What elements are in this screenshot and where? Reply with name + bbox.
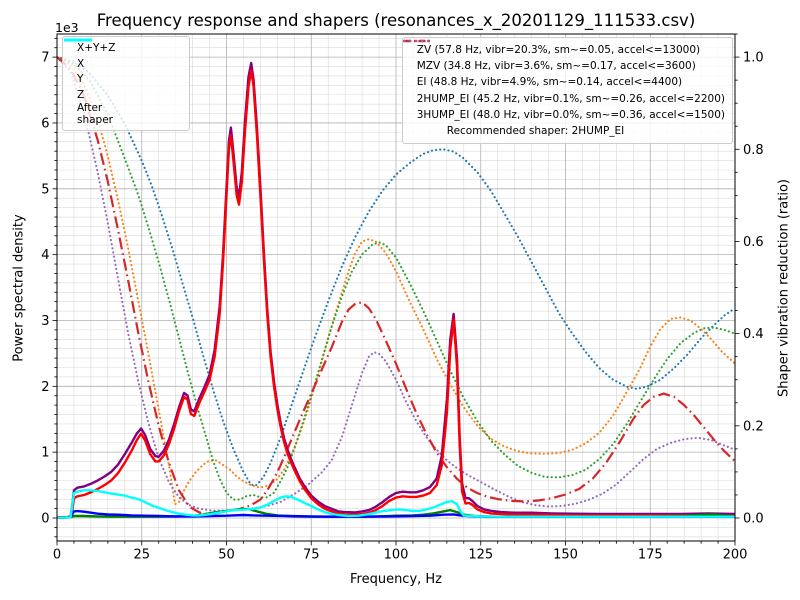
y-axis-label-left: Power spectral density bbox=[11, 214, 27, 362]
y-axis-offset-text: 1e3 bbox=[55, 20, 79, 35]
legend-shapers: ZV (57.8 Hz, vibr=20.3%, sm~=0.05, accel… bbox=[401, 37, 733, 145]
tick-label: 0 bbox=[53, 548, 61, 563]
legend-item-label: ZV (57.8 Hz, vibr=20.3%, sm~=0.05, accel… bbox=[416, 44, 701, 57]
tick-label: 150 bbox=[553, 548, 578, 563]
y-axis-label-right: Shaper vibration reduction (ratio) bbox=[776, 179, 792, 397]
legend-item-mzv-34-8-hz-vibr-3-6-sm-0-17-accel-3600: MZV (34.8 Hz, vibr=3.6%, sm~=0.17, accel… bbox=[402, 39, 725, 74]
legend-item-zv-57-8-hz-vibr-20-3-sm-0-05-accel-13000: ZV (57.8 Hz, vibr=20.3%, sm~=0.05, accel… bbox=[402, 39, 725, 58]
tick-label: 0.4 bbox=[743, 327, 764, 342]
tick-label: 5 bbox=[41, 182, 49, 197]
tick-label: 1 bbox=[41, 446, 49, 461]
curve-after_shaper bbox=[57, 489, 735, 519]
tick-labels: 0 25 50 75 100 125 150 175 200 0 1 2 3 4 5 6 7 0.0 0.2 0.4 0… bbox=[41, 51, 763, 563]
legend-item-label: 3HUMP_EI (48.0 Hz, vibr=0.0%, sm~=0.36, … bbox=[416, 108, 725, 121]
tick-label: 100 bbox=[384, 548, 409, 563]
tick-label: 1.0 bbox=[743, 51, 764, 66]
curve-psd_x bbox=[57, 69, 735, 519]
legend-item-x-y-z: X+Y+Z bbox=[64, 38, 182, 57]
tick-label: 6 bbox=[41, 116, 49, 131]
curve-zv bbox=[57, 56, 735, 487]
tick-label: 0 bbox=[41, 512, 49, 527]
curve-mzv bbox=[57, 56, 735, 506]
legend-item-label: Y bbox=[77, 73, 84, 85]
recommended-shaper-text: Recommended shaper: 2HUMP_EI bbox=[446, 125, 625, 137]
legend-item-label: X bbox=[77, 57, 85, 70]
tick-label: 2 bbox=[41, 380, 49, 395]
tick-label: 125 bbox=[468, 548, 493, 563]
tick-label: 0.6 bbox=[743, 235, 764, 250]
tick-label: 50 bbox=[218, 548, 235, 563]
tick-marks bbox=[52, 33, 740, 546]
legend-psd: X+Y+Z X Y Z After shaper bbox=[62, 36, 190, 131]
curve-ei bbox=[57, 56, 735, 501]
legend-item-y: Y bbox=[64, 38, 182, 88]
chart-title: Frequency response and shapers (resonanc… bbox=[96, 11, 696, 30]
curves bbox=[57, 56, 735, 519]
tick-label: 3 bbox=[41, 314, 49, 329]
tick-label: 0.2 bbox=[743, 419, 764, 434]
legend-item-label: X+Y+Z bbox=[77, 42, 116, 54]
legend-line-sample-icon bbox=[64, 38, 92, 42]
legend-item-label: EI (48.8 Hz, vibr=4.9%, sm~=0.14, accel<… bbox=[416, 76, 683, 89]
tick-label: 0.8 bbox=[743, 143, 764, 158]
tick-label: 175 bbox=[638, 548, 663, 563]
tick-label: 7 bbox=[41, 51, 49, 66]
curve-2hump_ei bbox=[57, 56, 735, 516]
tick-label: 4 bbox=[41, 248, 49, 263]
legend-item-x: X bbox=[64, 38, 182, 73]
legend-item-after-shaper: After shaper bbox=[64, 38, 182, 126]
legend-item-2hump-ei-45-2-hz-vibr-0-1-sm-0-26-accel-2200: 2HUMP_EI (45.2 Hz, vibr=0.1%, sm~=0.26, … bbox=[403, 39, 725, 107]
legend-item-3hump-ei-48-0-hz-vibr-0-0-sm-0-36-accel-1500: 3HUMP_EI (48.0 Hz, vibr=0.0%, sm~=0.36, … bbox=[402, 39, 725, 123]
tick-label: 0.0 bbox=[743, 512, 764, 527]
legend-item-ei-48-8-hz-vibr-4-9-sm-0-14-accel-4400: EI (48.8 Hz, vibr=4.9%, sm~=0.14, accel<… bbox=[402, 39, 725, 90]
legend-item-label: After shaper bbox=[77, 102, 114, 126]
legend-line-sample-icon bbox=[403, 39, 432, 43]
legend-item-label: 2HUMP_EI (45.2 Hz, vibr=0.1%, sm~=0.26, … bbox=[416, 92, 725, 105]
tick-label: 200 bbox=[723, 548, 748, 563]
legend-item-label: Z bbox=[77, 88, 85, 101]
x-axis-label: Frequency, Hz bbox=[349, 572, 443, 587]
tick-label: 75 bbox=[303, 548, 320, 563]
curve-3hump_ei bbox=[57, 56, 735, 512]
legend-item-z: Z bbox=[64, 38, 182, 104]
legend-item-label: MZV (34.8 Hz, vibr=3.6%, sm~=0.17, accel… bbox=[416, 60, 696, 73]
tick-label: 25 bbox=[133, 548, 150, 563]
legend-recommended-shaper: Recommended shaper: 2HUMP_EI bbox=[410, 123, 725, 139]
legend-line-sample-icon bbox=[402, 39, 433, 43]
